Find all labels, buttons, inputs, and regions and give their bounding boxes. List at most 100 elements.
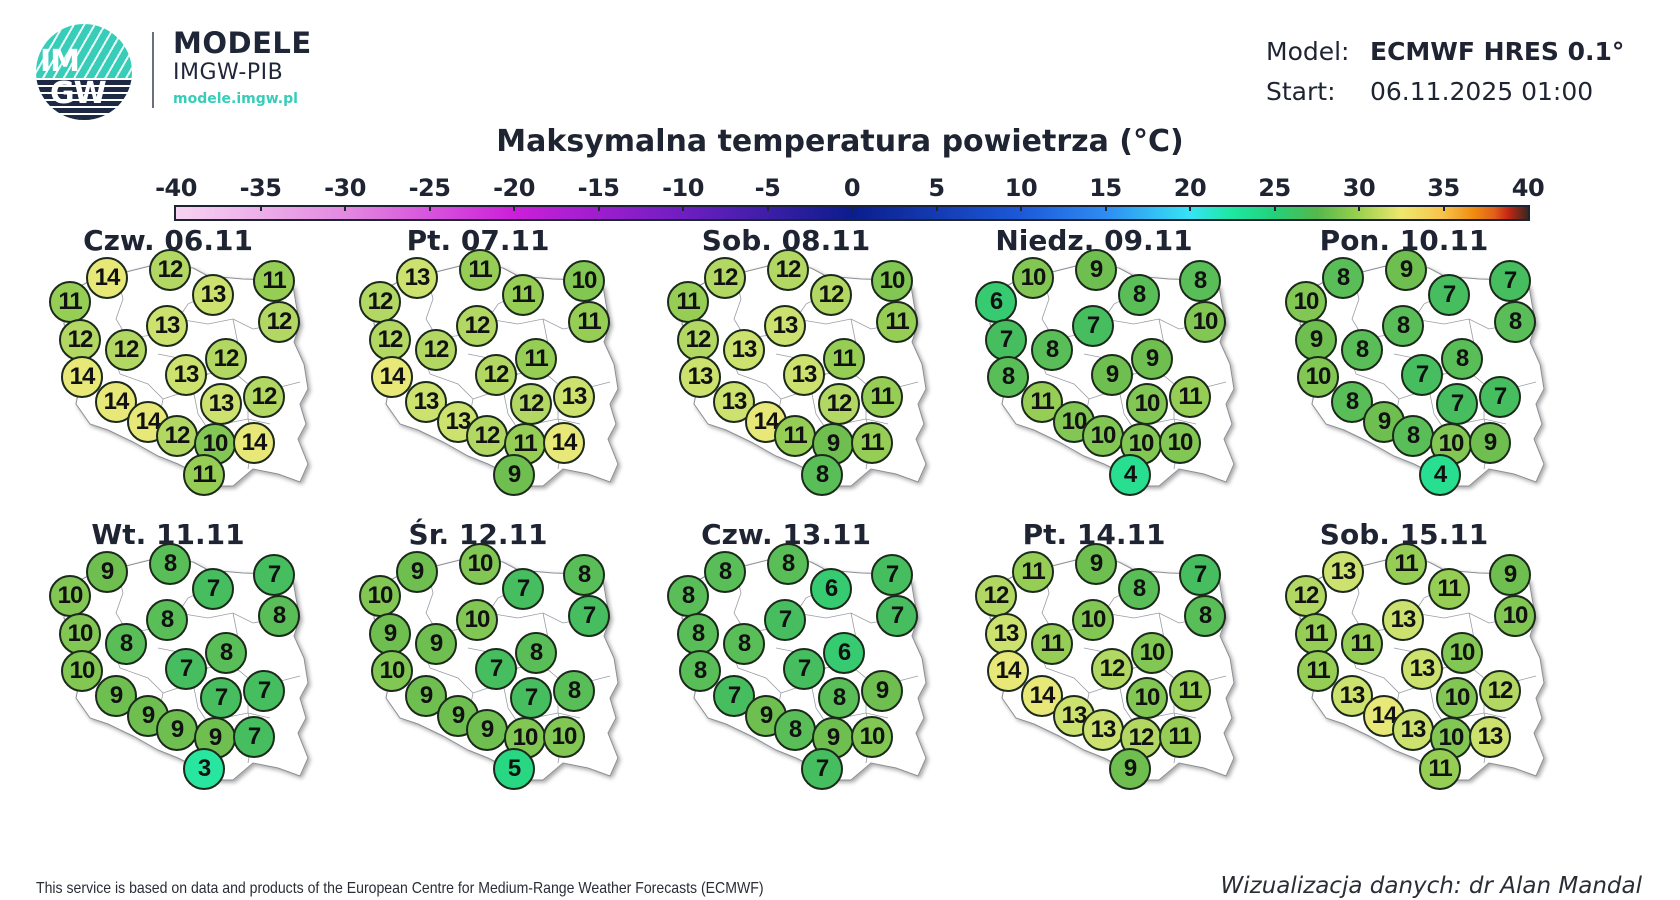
station-temperature-marker: 13 xyxy=(783,354,825,396)
station-temperature-marker: 13 xyxy=(1322,551,1364,593)
forecast-panel: Pon. 10.11 10 8 9 7 7 9 8 8 8 8 10 7 7 8 7 9 8 10 9 4 xyxy=(1244,224,1564,524)
station-temperature-marker: 11 xyxy=(667,281,709,323)
station-temperature-marker: 10 xyxy=(456,599,498,641)
station-temperature-marker: 11 xyxy=(1012,551,1054,593)
station-temperature-marker: 8 xyxy=(774,709,816,751)
station-temperature-marker: 5 xyxy=(493,748,535,790)
station-temperature-marker: 7 xyxy=(192,568,234,610)
station-temperature-marker: 11 xyxy=(1169,376,1211,418)
station-temperature-marker: 11 xyxy=(459,249,501,291)
scale-tick-mark xyxy=(1020,205,1022,211)
station-temperature-marker: 13 xyxy=(985,613,1027,655)
scale-tick-mark xyxy=(1189,205,1191,211)
station-temperature-marker: 7 xyxy=(1179,554,1221,596)
station-temperature-marker: 7 xyxy=(1428,274,1470,316)
station-temperature-marker: 8 xyxy=(205,632,247,674)
forecast-panel: Pt. 14.11 12 11 9 8 7 13 10 8 11 10 14 12 11 14 10 13 13 1… xyxy=(934,518,1254,818)
station-temperature-marker: 8 xyxy=(1322,257,1364,299)
station-temperature-marker: 10 xyxy=(371,650,413,692)
forecast-panel: Czw. 13.11 8 8 8 6 7 8 7 7 8 6 8 7 9 7 8 9 8 9 10 7 xyxy=(626,518,946,818)
station-temperature-marker: 12 xyxy=(975,575,1017,617)
station-temperature-marker: 9 xyxy=(493,454,535,496)
station-temperature-marker: 8 xyxy=(1341,329,1383,371)
station-temperature-marker: 8 xyxy=(105,623,147,665)
station-temperature-marker: 12 xyxy=(1285,575,1327,617)
station-temperature-marker: 7 xyxy=(801,748,843,790)
model-row: Model: ECMWF HRES 0.1° xyxy=(1266,32,1624,72)
scale-tick-label: -35 xyxy=(239,174,282,202)
station-temperature-marker: 13 xyxy=(553,376,595,418)
station-temperature-marker: 7 xyxy=(233,716,275,758)
scale-tick-mark xyxy=(344,205,346,211)
station-temperature-marker: 6 xyxy=(823,632,865,674)
scale-tick-label: 20 xyxy=(1173,174,1207,202)
station-temperature-marker: 12 xyxy=(149,249,191,291)
station-temperature-marker: 12 xyxy=(205,338,247,380)
station-temperature-marker: 8 xyxy=(1441,338,1483,380)
station-temperature-marker: 13 xyxy=(764,305,806,347)
station-temperature-marker: 6 xyxy=(810,568,852,610)
station-temperature-marker: 9 xyxy=(1295,319,1337,361)
forecast-panel: Wt. 11.11 10 9 8 7 7 10 8 8 8 8 10 7 7 9 7 9 9 9 7 3 xyxy=(8,518,328,818)
station-temperature-marker: 8 xyxy=(704,551,746,593)
brand-subtitle: IMGW-PIB xyxy=(173,60,284,85)
station-temperature-marker: 8 xyxy=(818,677,860,719)
ecmwf-attribution: This service is based on data and produc… xyxy=(36,880,764,897)
station-temperature-marker: 8 xyxy=(553,670,595,712)
station-temperature-marker: 7 xyxy=(871,554,913,596)
station-temperature-marker: 11 xyxy=(774,415,816,457)
scale-tick-mark xyxy=(766,205,769,211)
station-temperature-marker: 12 xyxy=(767,249,809,291)
station-temperature-marker: 13 xyxy=(165,354,207,396)
logo-text-gw: GW xyxy=(50,76,107,111)
start-row: Start: 06.11.2025 01:00 xyxy=(1266,72,1624,112)
station-temperature-marker: 10 xyxy=(49,575,91,617)
station-temperature-marker: 9 xyxy=(86,551,128,593)
station-temperature-marker: 10 xyxy=(543,716,585,758)
station-temperature-marker: 9 xyxy=(1469,422,1511,464)
station-temperature-marker: 7 xyxy=(253,554,295,596)
station-temperature-marker: 12 xyxy=(1479,670,1521,712)
station-temperature-marker: 11 xyxy=(851,422,893,464)
station-temperature-marker: 12 xyxy=(510,383,552,425)
station-temperature-marker: 10 xyxy=(851,716,893,758)
station-temperature-marker: 12 xyxy=(466,415,508,457)
station-temperature-marker: 9 xyxy=(1091,354,1133,396)
forecast-panel: Niedz. 09.11 6 10 9 8 8 7 7 10 8 9 8 9 11 11 10 10 10 10 10… xyxy=(934,224,1254,524)
start-value: 06.11.2025 01:00 xyxy=(1370,77,1594,106)
station-temperature-marker: 12 xyxy=(704,257,746,299)
station-temperature-marker: 8 xyxy=(1118,568,1160,610)
scale-tick-label: 15 xyxy=(1089,174,1122,202)
station-temperature-marker: 12 xyxy=(677,319,719,361)
station-temperature-marker: 8 xyxy=(1118,274,1160,316)
station-temperature-marker: 14 xyxy=(987,650,1029,692)
station-temperature-marker: 9 xyxy=(396,551,438,593)
station-temperature-marker: 12 xyxy=(369,319,411,361)
station-temperature-marker: 9 xyxy=(415,623,457,665)
station-temperature-marker: 14 xyxy=(543,422,585,464)
station-temperature-marker: 10 xyxy=(1184,301,1226,343)
forecast-panel: Pt. 07.11 12 13 11 11 10 12 12 11 12 11 14 12 13 13 12 1… xyxy=(318,224,638,524)
brand-url-link[interactable]: modele.imgw.pl xyxy=(173,91,298,107)
station-temperature-marker: 11 xyxy=(861,376,903,418)
station-temperature-marker: 8 xyxy=(1382,305,1424,347)
scale-tick-label: -25 xyxy=(408,174,451,202)
scale-tick-label: 10 xyxy=(1004,174,1038,202)
station-temperature-marker: 9 xyxy=(1385,249,1427,291)
station-temperature-marker: 10 xyxy=(563,260,605,302)
station-temperature-marker: 13 xyxy=(192,274,234,316)
station-temperature-marker: 10 xyxy=(1494,595,1536,637)
station-temperature-marker: 7 xyxy=(1489,260,1531,302)
station-temperature-marker: 13 xyxy=(200,383,242,425)
station-temperature-marker: 10 xyxy=(1012,257,1054,299)
station-temperature-marker: 10 xyxy=(1131,632,1173,674)
station-temperature-marker: 12 xyxy=(818,383,860,425)
station-temperature-marker: 14 xyxy=(371,356,413,398)
station-temperature-marker: 10 xyxy=(1126,383,1168,425)
station-temperature-marker: 8 xyxy=(679,650,721,692)
station-temperature-marker: 8 xyxy=(987,356,1029,398)
scale-tick-mark xyxy=(1358,205,1360,211)
station-temperature-marker: 9 xyxy=(861,670,903,712)
scale-tick-mark xyxy=(851,205,853,211)
scale-tick-label: 25 xyxy=(1258,174,1291,202)
